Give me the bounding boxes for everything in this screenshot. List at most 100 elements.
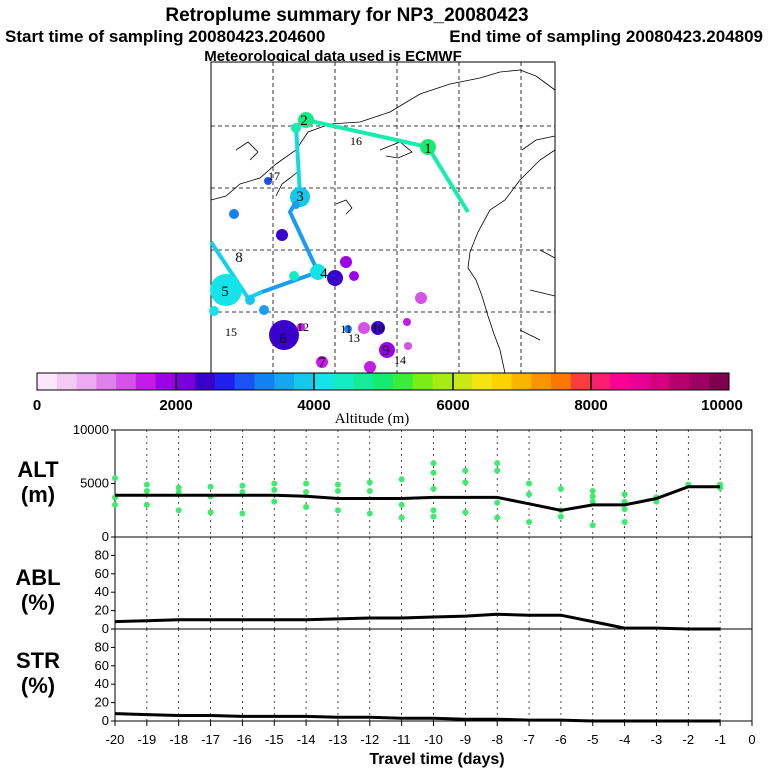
chart-title: Retroplume summary for NP3_20080423 [165,5,528,26]
altitude-point [621,506,628,513]
altitude-point [398,476,405,483]
y-tick-label: 0 [102,713,109,728]
altitude-point [462,467,469,474]
x-tick-label: -6 [555,732,567,747]
map-label-10: 10 [372,321,384,335]
colorbar-cell [452,373,473,390]
x-tick-label: -12 [360,732,379,747]
x-tick-label: -20 [106,732,125,747]
map-label-4: 4 [320,266,328,282]
colorbar-cell [373,373,394,390]
x-axis-ticks: -20 -19 -18 -17 -16 -15 -14 -13 -12 -11 -10 -9 -8 -7-… [106,721,756,747]
map-label-11: 11 [340,322,352,336]
map-label-7: 7 [318,355,326,371]
y-tick-label: 10000 [73,422,109,437]
x-tick-label: -3 [651,732,663,747]
sampling-start-label: Start time of sampling 20080423.204600 [5,27,325,46]
map-label-16: 16 [350,134,362,148]
map-label-9: 9 [382,343,390,359]
colorbar-cell [254,373,275,390]
x-tick-label: 0 [748,732,755,747]
colorbar-tick-4000: 4000 [297,397,330,414]
altitude-point [303,489,310,496]
colorbar-cell [116,373,137,390]
str-line [114,712,721,723]
x-tick-label: -18 [169,732,188,747]
x-tick-label: -11 [393,732,411,747]
x-tick-label: -17 [201,732,220,747]
altitude-point [494,499,501,506]
altitude-point [526,519,533,526]
colorbar-cell [590,373,611,390]
altitude-point [430,485,437,492]
altitude-point [143,487,150,494]
colorbar-cell [689,373,710,390]
altitude-point [494,460,501,467]
altitude-point [271,498,278,505]
y-tick-label: 60 [95,566,109,581]
altitude-point [334,487,341,494]
altitude-point [175,507,182,514]
colorbar-cell [570,373,592,390]
x-tick-label: -10 [424,732,443,747]
y-tick-label: 5000 [80,476,109,491]
colorbar-cell [412,373,433,390]
x-axis-label: Travel time (days) [369,751,504,768]
map-label-17: 17 [268,169,280,183]
altitude-colorbar: 0 2000 4000 6000 8000 10000 Altitude (m) [33,372,743,427]
colorbar-cell [135,373,157,390]
y-tick-label: 20 [95,603,109,618]
y-tick-label: 60 [95,658,109,673]
altitude-point [175,489,182,496]
y-tick-label: 20 [95,695,109,710]
altitude-point [621,519,628,526]
map-label-2: 2 [300,113,308,129]
abl-panel: 80 60 40 20 0 ABL (%) [15,536,753,636]
alt-unit-label: (m) [21,482,55,507]
colorbar-cell [214,373,236,390]
colorbar-cell [313,373,335,390]
abl-unit-label: (%) [21,590,55,615]
altitude-median-line [115,485,721,512]
altitude-point [366,479,373,486]
altitude-point [589,493,596,500]
map-label-15: 15 [225,325,237,339]
map-label-8: 8 [235,250,243,266]
abl-label: ABL [15,565,60,590]
altitude-point [239,482,246,489]
colorbar-cell [491,373,513,390]
coastline [210,69,556,374]
plume-markers [209,112,436,373]
str-unit-label: (%) [21,673,55,698]
colorbar-cell [630,373,651,390]
alt-label: ALT [17,457,59,482]
map-label-13: 13 [348,331,360,345]
abl-line [114,612,721,631]
sampling-end-label: End time of sampling 20080423.204809 [449,27,763,46]
colorbar-cell [392,373,414,390]
colorbar-cell [175,373,196,390]
trajectory-labels: 1 2 3 4 5 6 7 8 9 10 11 12 13 14 15 16 1… [221,113,432,371]
altitude-point [366,510,373,517]
y-tick-label: 40 [95,584,109,599]
altitude-point [112,475,118,482]
colorbar-cell [511,373,532,390]
altitude-point [207,509,214,516]
altitude-point [589,522,596,529]
y-tick-label: 80 [95,547,109,562]
altitude-point [430,460,437,467]
altitude-point [430,507,437,514]
altitude-point [462,479,469,486]
x-tick-label: -16 [233,732,252,747]
altitude-point [557,513,564,520]
altitude-point [589,498,596,505]
x-tick-label: -2 [683,732,695,747]
y-tick-label: 0 [102,529,109,544]
colorbar-tick-0: 0 [33,397,41,414]
x-tick-label: -4 [619,732,631,747]
colorbar-tick-2000: 2000 [159,397,192,414]
altitude-point [303,480,310,487]
altitude-point [621,491,628,498]
altitude-point [143,481,150,488]
x-tick-label: -14 [297,732,316,747]
